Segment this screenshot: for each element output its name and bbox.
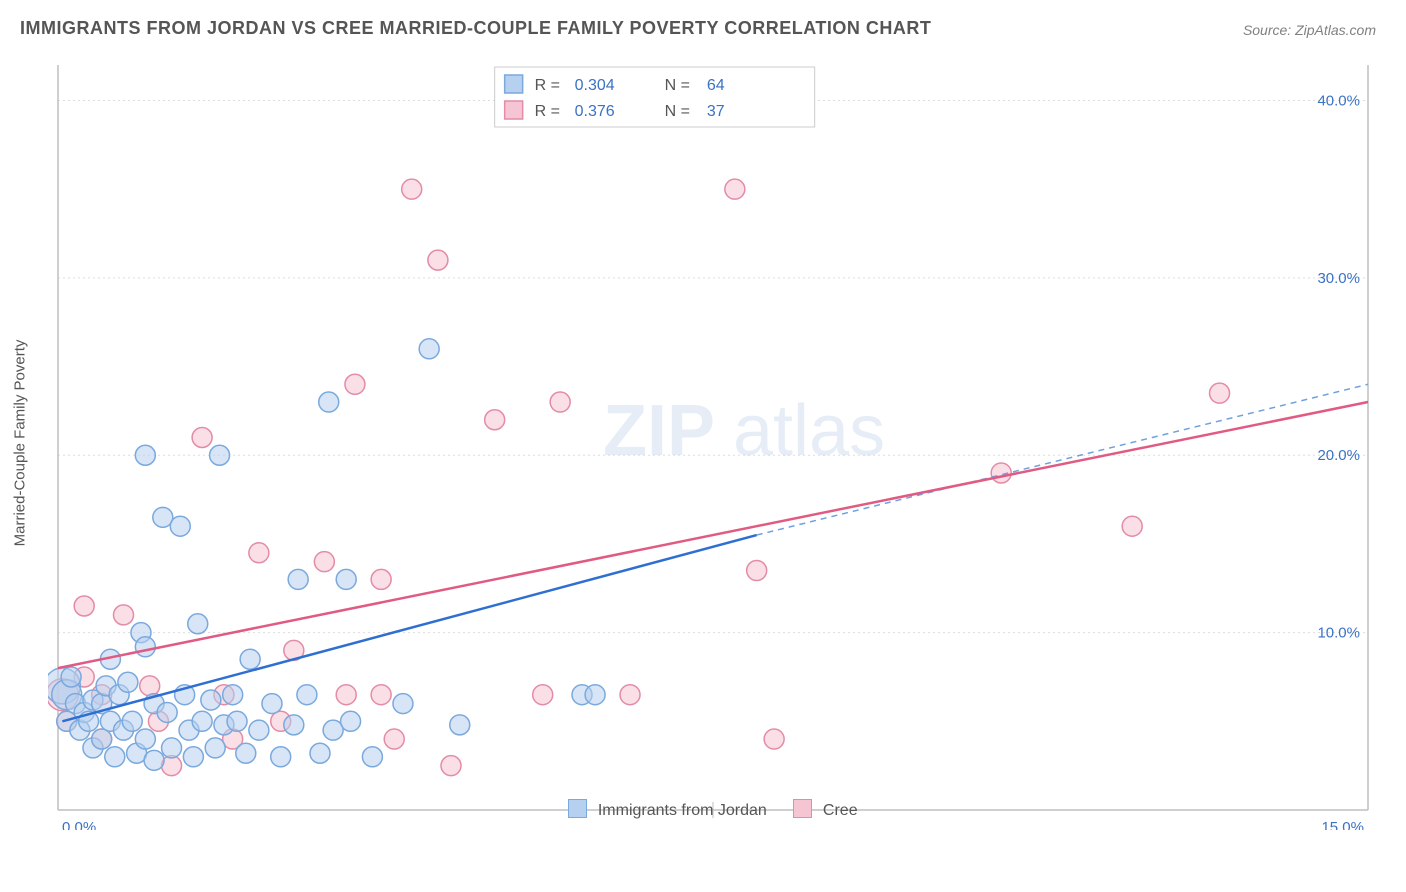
data-point — [585, 685, 605, 705]
legend-label-jordan: Immigrants from Jordan — [598, 802, 767, 819]
data-point — [162, 738, 182, 758]
data-point — [402, 179, 422, 199]
data-point — [122, 711, 142, 731]
data-point — [384, 729, 404, 749]
data-point — [284, 715, 304, 735]
data-point — [249, 720, 269, 740]
data-point — [336, 569, 356, 589]
data-point — [157, 702, 177, 722]
y-tick-label: 10.0% — [1317, 625, 1360, 642]
data-point — [362, 747, 382, 767]
data-point — [192, 711, 212, 731]
chart-container: IMMIGRANTS FROM JORDAN VS CREE MARRIED-C… — [0, 0, 1406, 892]
data-point — [371, 569, 391, 589]
data-point — [620, 685, 640, 705]
data-point — [428, 250, 448, 270]
data-point — [319, 392, 339, 412]
data-point — [450, 715, 470, 735]
data-point — [135, 729, 155, 749]
data-point — [262, 694, 282, 714]
data-point — [210, 445, 230, 465]
stats-legend-r-value: 0.304 — [575, 77, 615, 94]
data-point — [227, 711, 247, 731]
data-point — [345, 374, 365, 394]
y-tick-label: 40.0% — [1317, 92, 1360, 109]
stats-legend-n-value: 64 — [707, 77, 725, 94]
data-point — [74, 596, 94, 616]
source-label: Source: — [1243, 22, 1295, 38]
chart-title: IMMIGRANTS FROM JORDAN VS CREE MARRIED-C… — [20, 18, 931, 39]
data-point — [271, 747, 291, 767]
data-point — [192, 428, 212, 448]
data-point — [550, 392, 570, 412]
data-point — [144, 750, 164, 770]
data-point — [419, 339, 439, 359]
data-point — [441, 756, 461, 776]
data-point — [310, 743, 330, 763]
stats-legend-r-label: R = — [535, 77, 560, 94]
data-point — [183, 747, 203, 767]
data-point — [288, 569, 308, 589]
data-point — [485, 410, 505, 430]
series-legend: Immigrants from Jordan Cree — [48, 799, 1378, 820]
data-point — [533, 685, 553, 705]
data-point — [140, 676, 160, 696]
stats-legend-r-label: R = — [535, 103, 560, 120]
plot-wrapper: Married-Couple Family Poverty ZIPatlas10… — [48, 55, 1378, 830]
data-point — [297, 685, 317, 705]
data-point — [135, 637, 155, 657]
stats-legend-n-value: 37 — [707, 103, 725, 120]
stats-legend-n-label: N = — [665, 77, 690, 94]
x-tick-label: 15.0% — [1321, 819, 1364, 830]
legend-swatch-jordan — [568, 799, 587, 818]
data-point — [393, 694, 413, 714]
y-tick-label: 20.0% — [1317, 447, 1360, 464]
source-attribution: Source: ZipAtlas.com — [1243, 22, 1376, 38]
x-tick-label: 0.0% — [62, 819, 96, 830]
data-point — [201, 690, 221, 710]
data-point — [105, 747, 125, 767]
data-point — [188, 614, 208, 634]
data-point — [205, 738, 225, 758]
data-point — [249, 543, 269, 563]
data-point — [991, 463, 1011, 483]
data-point — [118, 672, 138, 692]
data-point — [371, 685, 391, 705]
legend-swatch-cree — [793, 799, 812, 818]
data-point — [236, 743, 256, 763]
source-name: ZipAtlas.com — [1295, 22, 1376, 38]
data-point — [114, 605, 134, 625]
scatter-plot-svg: ZIPatlas 10.0% 20.0% 30.0% 40.0% 0.0% 15.0% R =… — [48, 55, 1378, 830]
stats-legend-swatch — [505, 75, 523, 93]
data-point — [61, 667, 81, 687]
data-point — [747, 561, 767, 581]
data-point — [1210, 383, 1230, 403]
data-point — [223, 685, 243, 705]
stats-legend-swatch — [505, 101, 523, 119]
data-point — [764, 729, 784, 749]
data-point — [92, 729, 112, 749]
data-point — [240, 649, 260, 669]
data-point — [341, 711, 361, 731]
watermark-icon: ZIP — [603, 391, 715, 471]
data-point — [725, 179, 745, 199]
watermark-icon: atlas — [733, 391, 885, 471]
data-point — [170, 516, 190, 536]
data-point — [336, 685, 356, 705]
stats-legend-n-label: N = — [665, 103, 690, 120]
data-point — [1122, 516, 1142, 536]
data-point — [135, 445, 155, 465]
stats-legend-r-value: 0.376 — [575, 103, 615, 120]
legend-label-cree: Cree — [823, 802, 858, 819]
y-axis-label: Married-Couple Family Poverty — [12, 339, 29, 546]
y-tick-label: 30.0% — [1317, 270, 1360, 287]
data-point — [314, 552, 334, 572]
trend-line — [62, 535, 756, 721]
